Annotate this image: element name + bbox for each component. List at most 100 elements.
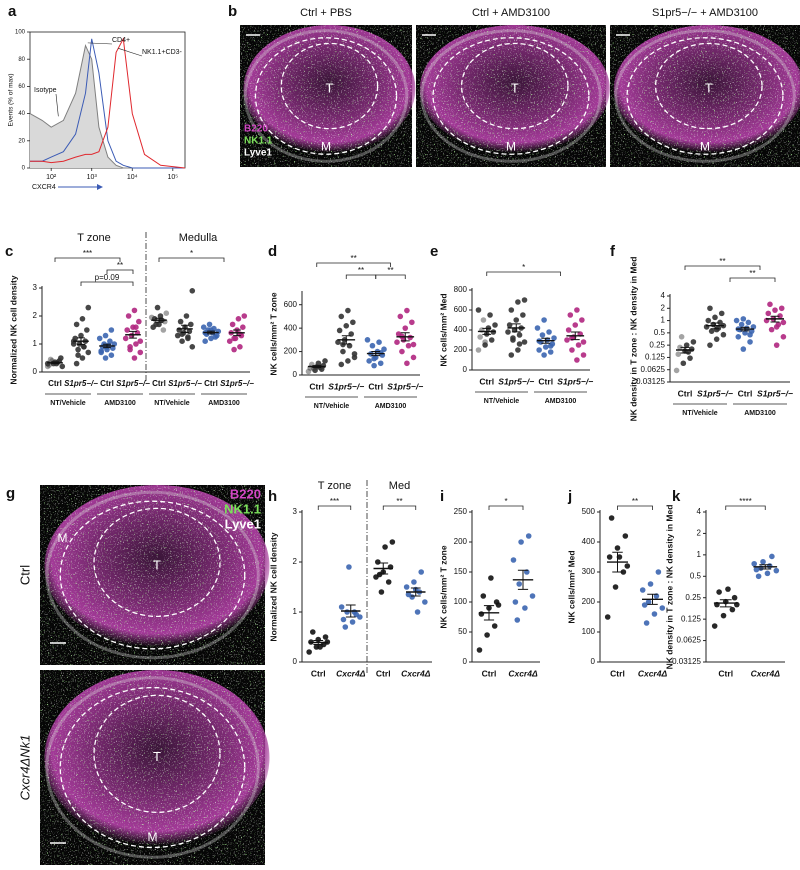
y-tick-label: 200 (284, 347, 298, 356)
data-point (137, 349, 144, 356)
treatment-label: AMD3100 (104, 400, 136, 407)
image-title: Ctrl + AMD3100 (472, 7, 550, 19)
micrograph: TM (416, 25, 610, 167)
micrograph: TM (240, 25, 416, 167)
data-point (480, 593, 487, 599)
significance-bracket (80, 281, 134, 286)
y-tick-label: 400 (454, 325, 468, 334)
x-tick-label: 10³ (87, 174, 98, 181)
y-tick-label: 3 (33, 283, 38, 292)
category-label: S1pr5−/− (757, 388, 793, 398)
micrograph: TM (40, 485, 270, 665)
data-point (690, 339, 697, 345)
y-tick-label: 1 (293, 607, 298, 616)
data-point (747, 339, 753, 345)
zone-label: M (148, 830, 158, 844)
zone-label: T (511, 80, 519, 95)
y-tick-label: 3 (293, 507, 298, 516)
data-point (407, 334, 414, 341)
category-label: Cxcr4Δ (638, 668, 668, 678)
sem-bar (541, 337, 551, 344)
zone-label: M (58, 531, 68, 545)
data-point (306, 649, 312, 655)
data-point (84, 327, 90, 333)
sem-bar (410, 587, 421, 597)
data-point (58, 355, 64, 361)
stain-label: Lyve1 (225, 516, 261, 531)
y-tick-label: 0.25 (685, 593, 701, 602)
significance-bracket (617, 505, 653, 510)
category-label: Ctrl (309, 381, 324, 391)
y-tick-label: 400 (582, 537, 596, 546)
category-label: S1pr5−/− (168, 379, 202, 388)
significance-label: * (190, 249, 193, 258)
data-point (342, 624, 349, 630)
y-tick-label: 4 (661, 291, 666, 300)
y-tick-label: 200 (454, 345, 468, 354)
data-point (484, 632, 490, 638)
sem-bar (341, 335, 351, 345)
data-point (212, 334, 219, 340)
y-tick-label: 1 (661, 316, 666, 325)
y-tick-label: 40 (18, 111, 25, 117)
data-point (575, 342, 582, 348)
data-point (569, 347, 575, 353)
medulla-outline (626, 37, 784, 155)
y-tick-label: 600 (454, 305, 468, 314)
x-tick-label: 10² (46, 174, 57, 181)
zone-label: T (705, 80, 713, 95)
panel-letter: k (672, 488, 681, 505)
y-tick-label: 1 (33, 339, 38, 348)
data-point (516, 332, 523, 338)
data-point (369, 342, 376, 349)
data-point (565, 327, 572, 333)
data-point (564, 337, 570, 343)
data-point (409, 319, 415, 326)
significance-label: ** (396, 497, 402, 506)
x-axis-label: CXCR4 (32, 184, 56, 191)
data-point (707, 342, 713, 348)
sem-bar (400, 332, 410, 342)
data-point (705, 317, 712, 324)
sem-bar (207, 330, 215, 335)
lyve1-speckle (40, 670, 265, 865)
lyve1-rim (45, 490, 260, 660)
data-point (769, 553, 775, 560)
data-point (85, 349, 92, 356)
data-point (475, 307, 482, 313)
data-point (338, 313, 345, 320)
data-point (491, 623, 498, 629)
data-point (322, 634, 329, 640)
data-point (729, 606, 736, 613)
y-tick-label: 0.25 (649, 340, 665, 349)
significance-bracket (486, 271, 561, 276)
data-point (343, 323, 350, 329)
data-point (108, 352, 115, 359)
data-point (208, 335, 214, 342)
data-point (673, 367, 680, 374)
data-point (148, 314, 155, 321)
data-point (645, 599, 652, 605)
stain-label: NK1.1 (244, 136, 273, 147)
data-point (174, 332, 181, 339)
sem-bar (770, 315, 780, 323)
data-point (378, 589, 385, 595)
data-point (371, 362, 377, 369)
significance-bracket (54, 257, 121, 262)
treatment-label: NT/Vehicle (484, 398, 520, 405)
panel-letter: h (268, 488, 277, 505)
data-point (480, 317, 487, 323)
data-point (75, 352, 81, 359)
significance-bracket (345, 274, 377, 279)
data-point (767, 301, 773, 308)
panel-letter: b (228, 3, 237, 20)
data-point (237, 344, 243, 350)
lyve1-rim (243, 29, 409, 163)
data-point (322, 358, 328, 364)
sem-bar (345, 604, 356, 618)
data-point (606, 554, 613, 560)
data-point (231, 346, 237, 353)
data-point (366, 358, 372, 364)
category-label: S1pr5−/− (557, 376, 593, 386)
